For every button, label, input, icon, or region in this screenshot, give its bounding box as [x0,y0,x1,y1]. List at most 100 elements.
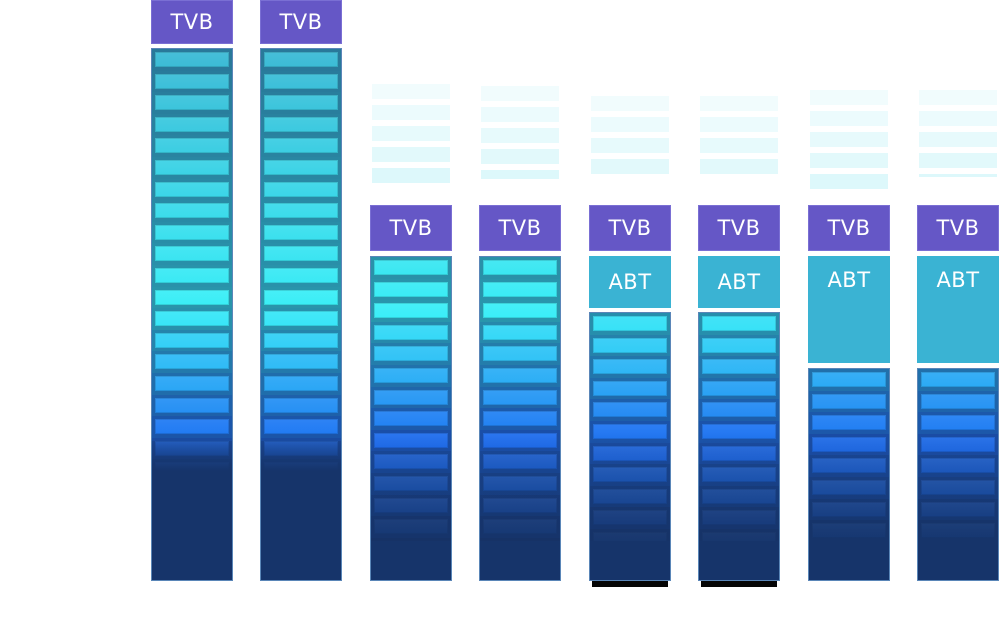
storage-segment [921,393,995,409]
storage-segment [812,393,886,409]
ghost-segments [481,86,559,185]
storage-segment [264,397,338,413]
ghost-segment [481,170,559,179]
storage-segment [264,268,338,283]
storage-segment [155,332,229,348]
column-2: TVB [260,0,342,622]
storage-segment [702,380,776,396]
storage-segment [264,138,338,154]
storage-segment [264,181,338,197]
base-shadow [701,581,777,587]
segment-stack [370,256,452,581]
storage-segment [483,346,557,362]
storage-segment [483,303,557,319]
storage-segment [921,415,995,431]
segment-stack [260,48,342,581]
ghost-segment [372,126,450,141]
column-7: TVB ABT [808,0,890,622]
storage-segment [264,224,338,240]
segment-stack [479,256,561,581]
ghost-segments [372,84,450,189]
ghost-segment [919,111,997,126]
storage-segment [593,380,667,396]
ghost-segment [810,111,888,126]
storage-segment [593,402,667,418]
storage-segment [264,311,338,327]
storage-segment [374,260,448,275]
storage-segment [155,268,229,283]
storage-segment [702,402,776,418]
storage-segment [483,411,557,427]
storage-segment [155,95,229,111]
segment-stack [808,368,890,581]
storage-segment [264,203,338,219]
ghost-segments [810,90,888,195]
ghost-segment [481,107,559,122]
tvb-tile: TVB [260,0,342,44]
storage-segment [483,368,557,383]
storage-segment [374,303,448,319]
ghost-segments [919,90,997,183]
ghost-segment [372,84,450,99]
ghost-segment [919,174,997,177]
abt-tile: ABT [698,256,780,308]
storage-segment [702,359,776,375]
storage-segment [155,397,229,413]
storage-segment [264,73,338,89]
storage-segment [702,337,776,353]
storage-segment [593,316,667,331]
ghost-segment [700,159,778,174]
segment-stack [589,312,671,581]
storage-segment [155,138,229,154]
storage-segment [155,52,229,67]
ghost-segment [810,90,888,105]
storage-segment [593,359,667,375]
ghost-segment [372,105,450,120]
column-3: TVB [370,0,452,622]
ghost-segment [919,153,997,168]
storage-segment [155,203,229,219]
ghost-segment [919,90,997,105]
tvb-tile: TVB [698,205,780,251]
storage-segment [264,246,338,262]
ghost-segment [810,132,888,147]
storage-segment [264,354,338,370]
storage-segment [702,316,776,331]
storage-segment [155,376,229,391]
ghost-segment [810,153,888,168]
column-5: TVB ABT [589,0,671,622]
ghost-segment [810,174,888,189]
storage-segment [155,224,229,240]
segment-stack [917,368,999,581]
ghost-segment [700,96,778,111]
abt-tile: ABT [917,256,999,363]
ghost-segment [372,147,450,162]
storage-segment [264,289,338,305]
storage-segment [374,346,448,362]
column-6: TVB ABT [698,0,780,622]
tvb-tile: TVB [370,205,452,251]
storage-segment [483,324,557,340]
storage-segment [812,372,886,387]
storage-segment [374,368,448,383]
tvb-tile: TVB [589,205,671,251]
storage-segment [155,289,229,305]
column-8: TVB ABT [917,0,999,622]
abt-tile: ABT [589,256,671,308]
ghost-segment [591,117,669,132]
storage-segment [155,419,229,435]
storage-segment [374,324,448,340]
abt-tile: ABT [808,256,890,363]
base-shadow [592,581,668,587]
ghost-segment [700,117,778,132]
ghost-segments [700,96,778,180]
storage-segment [155,160,229,175]
storage-segment [374,389,448,405]
storage-segment [483,389,557,405]
segment-stack [698,312,780,581]
storage-segment [374,281,448,297]
storage-segment [264,160,338,175]
storage-segment [921,372,995,387]
segment-stack [151,48,233,581]
storage-segment [483,260,557,275]
